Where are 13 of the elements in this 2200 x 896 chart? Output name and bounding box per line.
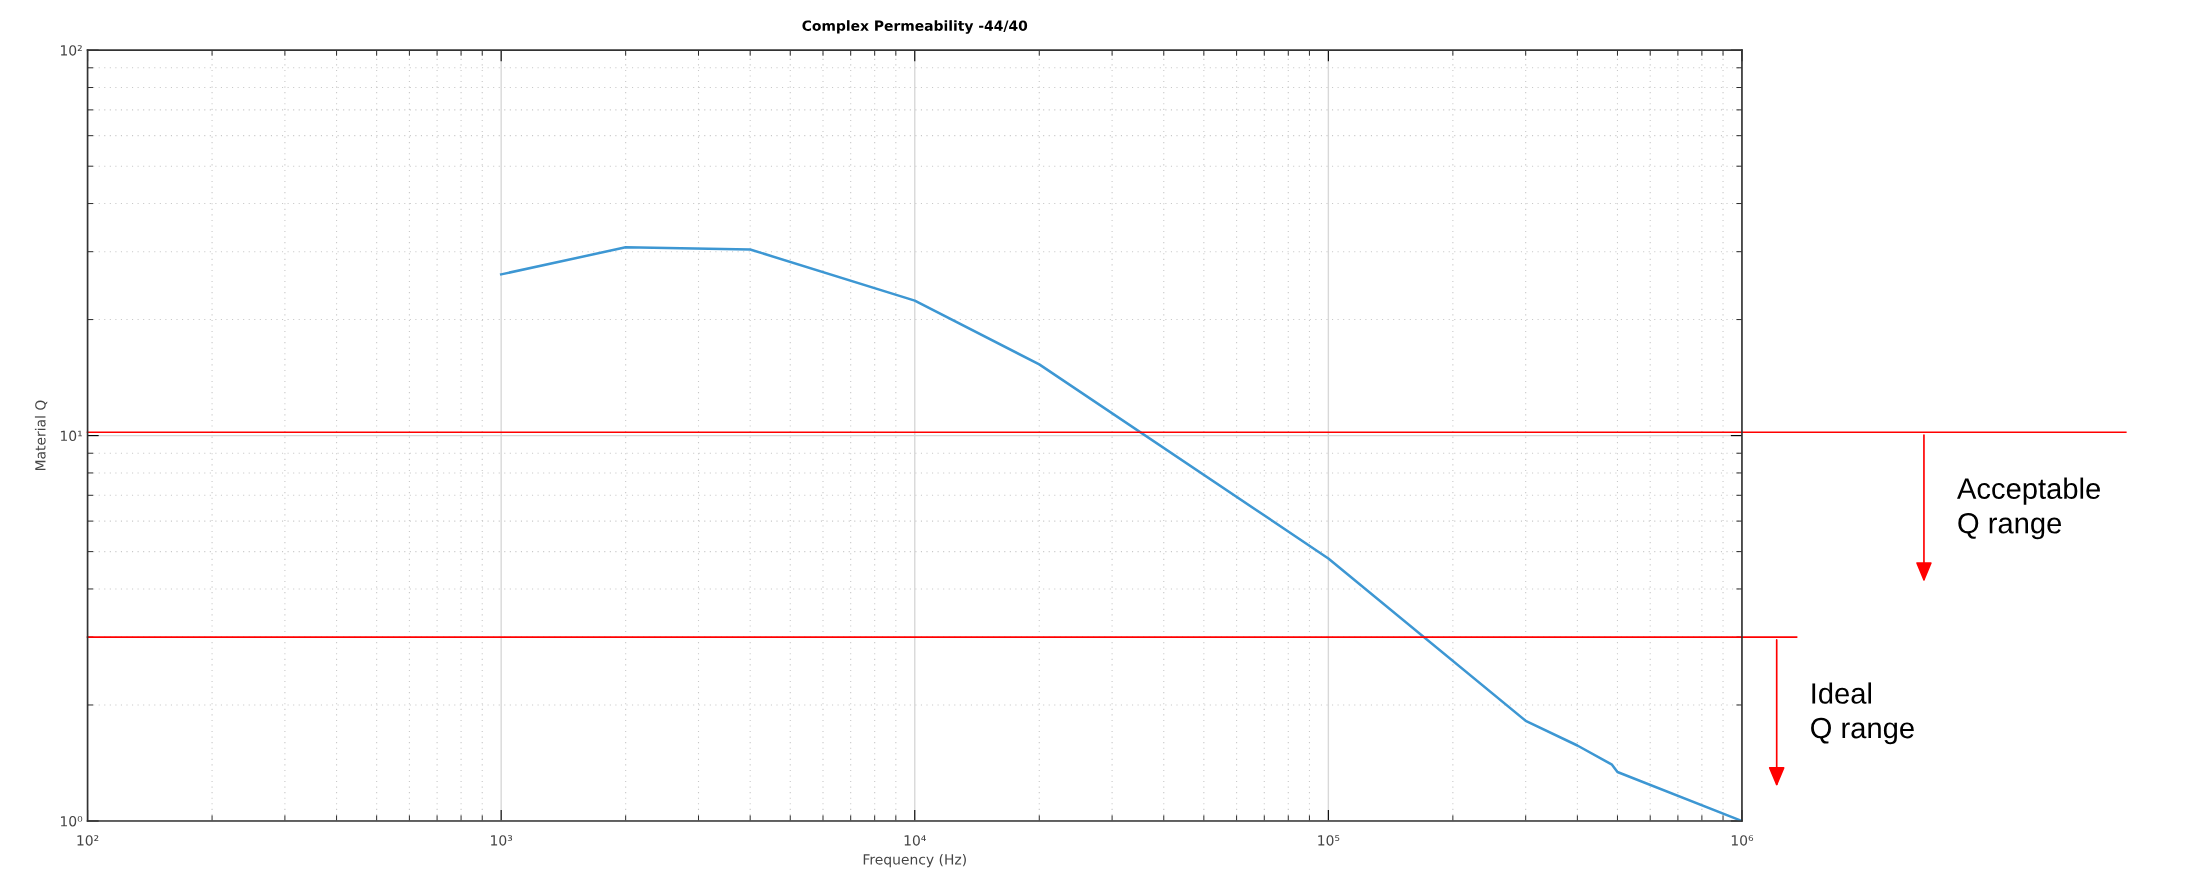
ref-line-label: Acceptable Q range xyxy=(1957,477,2100,540)
y-axis-title: Material Q xyxy=(34,400,48,471)
x-tick-label: 10² xyxy=(77,835,99,846)
x-tick-label: 10⁵ xyxy=(1318,835,1340,846)
x-tick-label: 10⁶ xyxy=(1731,835,1754,846)
y-tick-label: 10¹ xyxy=(60,430,82,442)
x-tick-label: 10⁴ xyxy=(904,835,926,846)
x-axis-title: Frequency (Hz) xyxy=(863,853,966,868)
y-tick-label: 10² xyxy=(60,45,82,56)
x-tick-label: 10³ xyxy=(491,835,513,846)
chart-title: Complex Permeability -44/40 xyxy=(802,20,1028,34)
y-tick-label: 10⁰ xyxy=(60,815,83,827)
ref-line-label: Ideal Q range xyxy=(1811,682,1914,745)
